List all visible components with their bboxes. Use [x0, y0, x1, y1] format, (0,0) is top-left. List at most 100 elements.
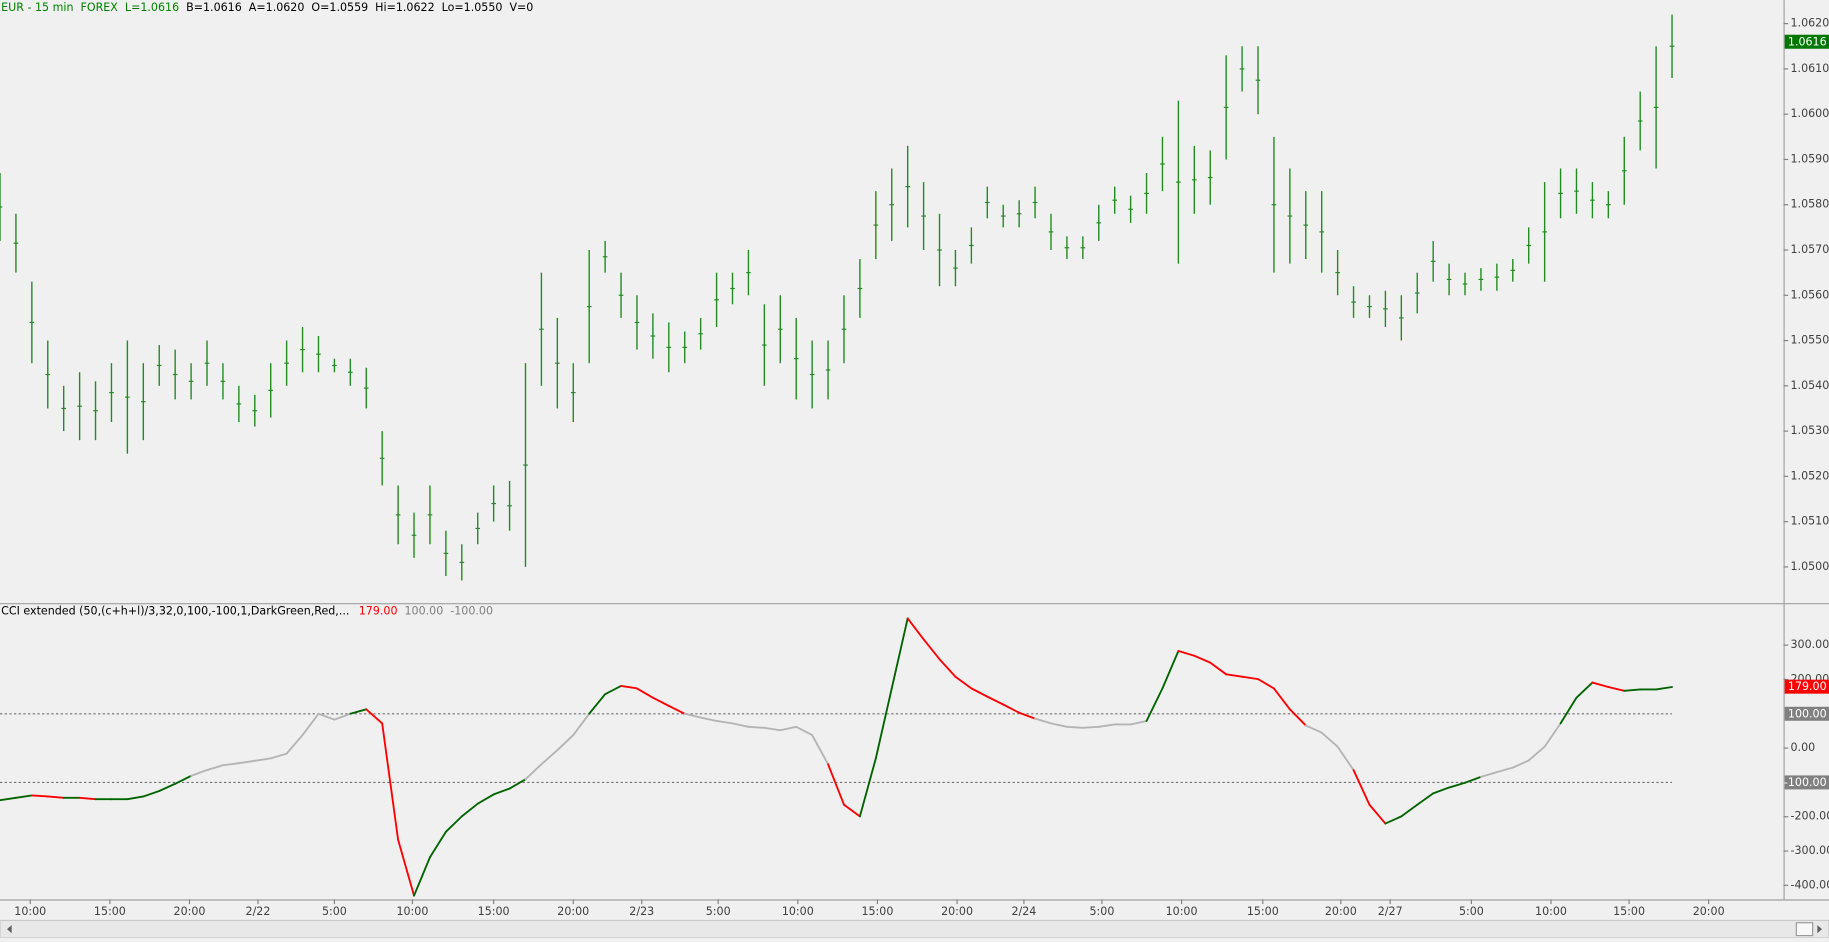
- y-tick-label: 0.00: [1791, 741, 1816, 754]
- cci-segment: [349, 708, 368, 715]
- cci-segment: [1432, 786, 1451, 795]
- cci-segment: [78, 796, 97, 801]
- x-tick-label: 5:00: [706, 905, 731, 918]
- x-tick-label: 2/27: [1378, 905, 1403, 918]
- cci-segment: [253, 757, 272, 762]
- cci-segment: [843, 803, 861, 818]
- cci-segment: [1655, 686, 1673, 691]
- header-item: FOREX: [81, 1, 119, 14]
- y-tick-label: 1.0530: [1791, 424, 1829, 437]
- cci-segment: [142, 790, 161, 798]
- cci-segment: [922, 638, 941, 661]
- cci-segment: [731, 722, 750, 728]
- cci-segment: [237, 759, 256, 765]
- header-item: EUR - 15 min: [1, 1, 73, 14]
- cci-segment: [636, 687, 654, 699]
- indicator-level: 100.00: [405, 604, 444, 617]
- cci-segment: [413, 856, 431, 897]
- y-tick-label: 1.0610: [1791, 62, 1829, 75]
- header-item: O=1.0559: [311, 1, 368, 14]
- cci-segment: [1209, 661, 1228, 676]
- cci-segment: [269, 752, 288, 760]
- cci-segment: [0, 796, 17, 802]
- scroll-left[interactable]: [6, 925, 12, 934]
- header-item: Lo=1.0550: [442, 1, 503, 14]
- cci-segment: [858, 757, 877, 818]
- cci-segment: [1448, 781, 1466, 789]
- cci-segment: [1193, 654, 1212, 664]
- cci-segment: [1527, 745, 1546, 762]
- x-tick-label: 10:00: [14, 905, 46, 918]
- cci-segment: [1559, 696, 1578, 725]
- cci-segment: [1288, 708, 1307, 727]
- cci-segment: [1591, 681, 1610, 688]
- y-tick-label: 1.0590: [1791, 152, 1829, 165]
- cci-segment: [444, 815, 463, 833]
- cci-segment: [1543, 722, 1562, 748]
- cci-segment: [795, 725, 814, 736]
- cci-segment: [699, 716, 718, 722]
- cci-segment: [827, 763, 845, 806]
- cci-segment: [779, 725, 798, 732]
- cci-segment: [460, 802, 479, 818]
- cci-segment: [158, 782, 177, 792]
- cci-segment: [1464, 775, 1482, 784]
- x-tick-label: 5:00: [1459, 905, 1484, 918]
- indicator-last: 179.00: [359, 604, 398, 617]
- cci-segment: [556, 734, 575, 752]
- cci-segment: [651, 696, 670, 707]
- cci-segment: [1607, 686, 1626, 692]
- cci-segment: [1081, 725, 1100, 729]
- cci-segment: [1129, 720, 1148, 726]
- cci-segment: [1225, 673, 1244, 678]
- value-badge-label: 1.0616: [1788, 35, 1827, 48]
- scroll-thumb[interactable]: [1795, 922, 1814, 937]
- x-tick-label: 15:00: [1247, 905, 1279, 918]
- cci-segment: [1145, 687, 1164, 722]
- cci-segment: [1368, 803, 1387, 825]
- x-tick-label: 10:00: [1166, 905, 1198, 918]
- cci-segment: [620, 685, 638, 690]
- value-badge: [1784, 775, 1829, 790]
- scroll-right[interactable]: [1817, 925, 1823, 934]
- cci-segment: [588, 693, 607, 715]
- y-tick-label: 1.0500: [1791, 560, 1829, 573]
- cci-segment: [1050, 722, 1068, 728]
- x-tick-label: 5:00: [322, 905, 347, 918]
- y-tick-label: 1.0580: [1791, 198, 1829, 211]
- cci-segment: [1065, 725, 1084, 729]
- cci-segment: [906, 617, 925, 641]
- cci-segment: [492, 787, 511, 796]
- x-tick-label: 20:00: [174, 905, 206, 918]
- cci-segment: [365, 708, 384, 725]
- x-tick-label: 10:00: [782, 905, 814, 918]
- x-tick-label: 20:00: [1693, 905, 1725, 918]
- x-tick-label: 2/22: [246, 905, 271, 918]
- x-tick-label: 10:00: [396, 905, 428, 918]
- cci-segment: [1352, 769, 1371, 806]
- cci-segment: [524, 763, 543, 781]
- y-tick-label: -400.00: [1791, 878, 1829, 891]
- cci-segment: [874, 687, 893, 760]
- cci-segment: [1480, 771, 1498, 778]
- cci-segment: [1416, 792, 1435, 806]
- cci-segment: [667, 704, 686, 715]
- indicator-title: CCI extended (50,(c+h+l)/3,32,0,100,-100…: [1, 604, 349, 617]
- value-badge: [1784, 706, 1829, 721]
- y-tick-label: 300.00: [1791, 638, 1829, 651]
- scrollbar[interactable]: [0, 919, 1829, 939]
- cci-segment: [1304, 724, 1323, 734]
- cci-segment: [1097, 723, 1116, 728]
- x-tick-label: 2/24: [1011, 905, 1036, 918]
- x-tick-label: 20:00: [557, 905, 589, 918]
- cci-segment: [206, 764, 224, 771]
- cci-segment: [954, 675, 973, 690]
- cci-segment: [30, 794, 49, 798]
- indicator-level: -100.00: [450, 604, 493, 617]
- cci-segment: [222, 762, 240, 767]
- cci-segment: [174, 774, 193, 785]
- cci-segment: [1623, 688, 1642, 692]
- cci-segment: [126, 795, 145, 801]
